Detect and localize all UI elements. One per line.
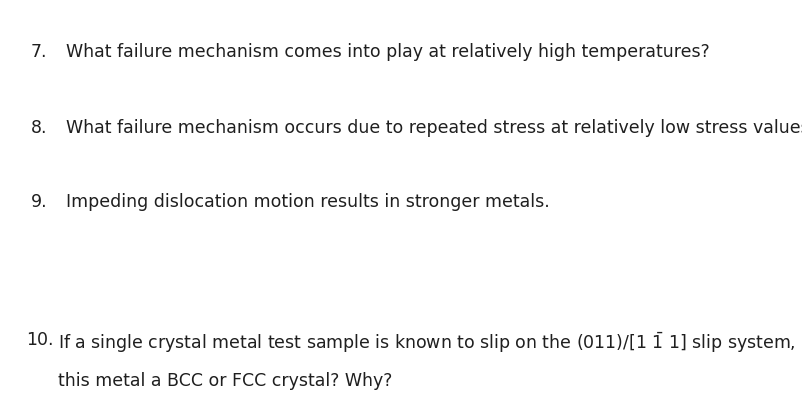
Text: 10.: 10. xyxy=(26,331,54,349)
Text: 9.: 9. xyxy=(30,193,47,211)
Text: this metal a BCC or FCC crystal? Why?: this metal a BCC or FCC crystal? Why? xyxy=(58,372,391,390)
Text: 8.: 8. xyxy=(30,119,47,137)
Text: What failure mechanism comes into play at relatively high temperatures?: What failure mechanism comes into play a… xyxy=(66,43,709,61)
Text: If a single crystal metal test sample is known to slip on the (011)/[1 $\bar{1}$: If a single crystal metal test sample is… xyxy=(58,331,802,356)
Text: What failure mechanism occurs due to repeated stress at relatively low stress va: What failure mechanism occurs due to rep… xyxy=(66,119,802,137)
Text: Impeding dislocation motion results in stronger metals.: Impeding dislocation motion results in s… xyxy=(66,193,549,211)
Text: 7.: 7. xyxy=(30,43,47,61)
